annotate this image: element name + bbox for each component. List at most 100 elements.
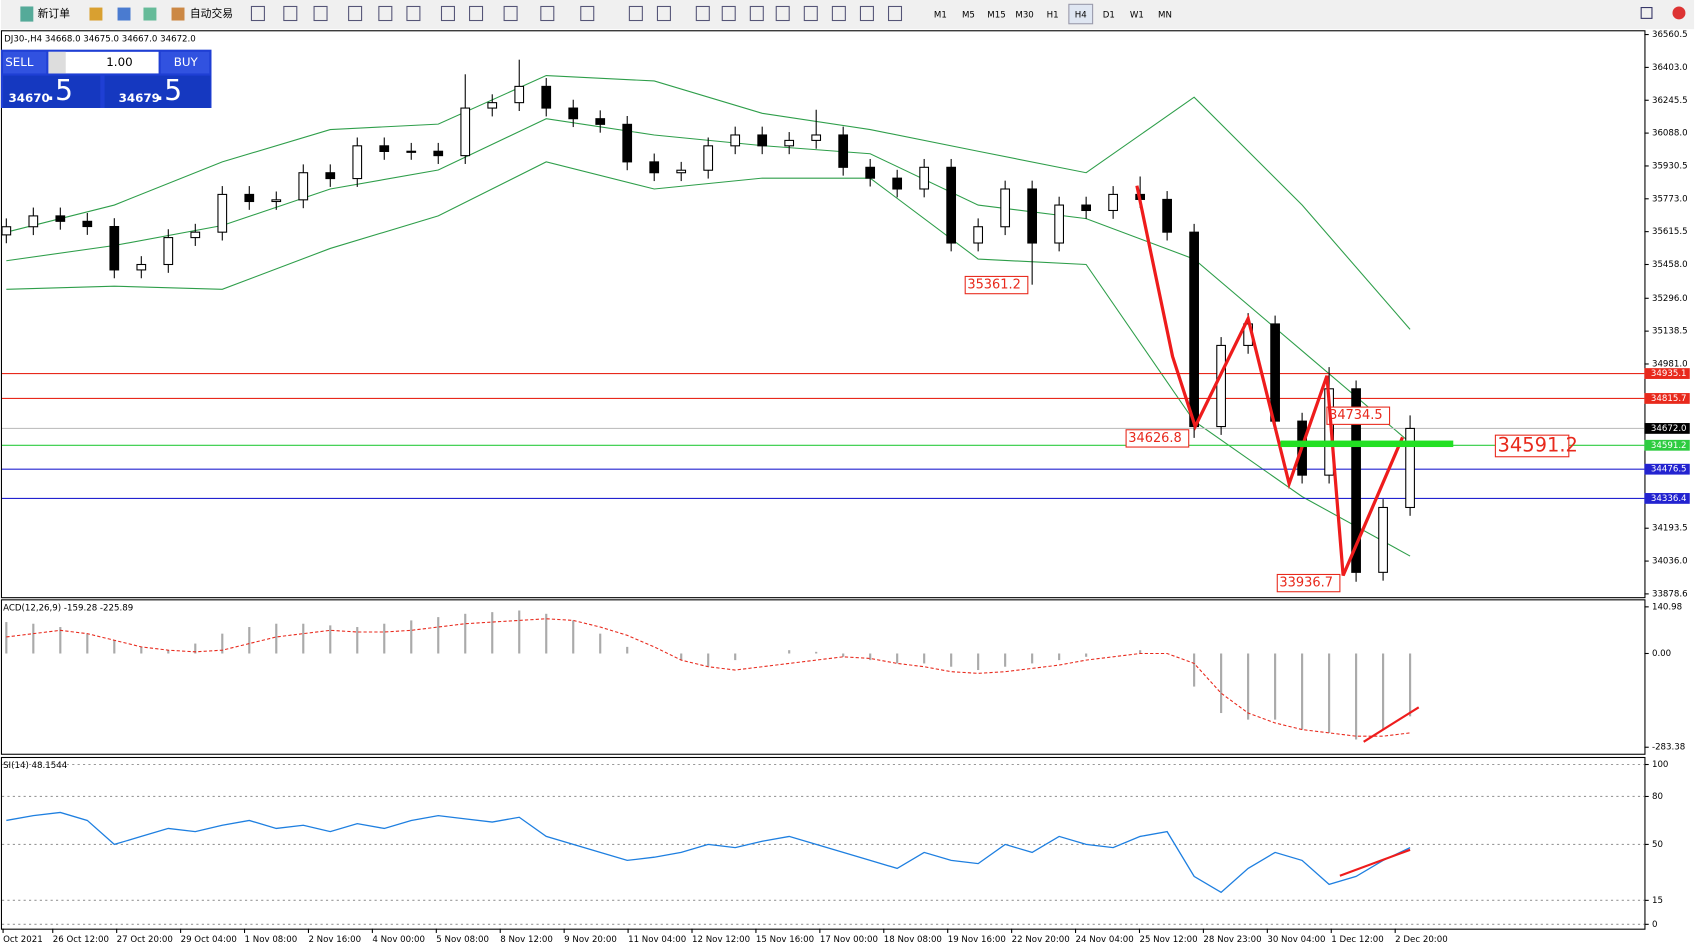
trade-panel: SELL 1.00 BUY 34670 .5 34679 .5 — [0, 49, 212, 108]
candle-body — [1351, 388, 1361, 573]
tool-button[interactable] — [580, 5, 595, 22]
lots-down[interactable] — [48, 51, 66, 74]
new-order-button[interactable]: 新订单 — [38, 7, 71, 20]
sell-label[interactable]: SELL — [5, 55, 34, 69]
buy-pip[interactable]: .5 — [155, 74, 182, 107]
candle-body — [1270, 323, 1280, 422]
tool-button[interactable] — [313, 5, 328, 22]
timeframe-button[interactable]: D1 — [1103, 11, 1115, 21]
toolbar — [0, 0, 1695, 30]
sell-button[interactable] — [3, 51, 47, 74]
tool-button[interactable] — [749, 5, 764, 22]
sell-price-box[interactable] — [3, 75, 101, 108]
tool-button[interactable] — [378, 5, 393, 22]
timeframe-button[interactable]: H1 — [1047, 11, 1059, 21]
x-tick-label: 15 Nov 16:00 — [756, 935, 814, 945]
highlight-bar — [1280, 440, 1454, 448]
tool-button[interactable] — [628, 5, 643, 22]
tool-button[interactable] — [406, 5, 421, 22]
buy-button[interactable] — [160, 51, 210, 74]
tool-icon[interactable] — [89, 7, 103, 21]
candle-body — [622, 123, 633, 163]
candle-body — [379, 145, 390, 152]
x-tick-label: 30 Nov 04:00 — [1267, 935, 1325, 945]
x-tick-label: 11 Nov 04:00 — [628, 935, 686, 945]
timeframe-button[interactable]: M15 — [987, 11, 1005, 21]
candle-body — [1189, 231, 1199, 428]
candle-body — [352, 145, 363, 180]
y-tick-label: 35615.5 — [1652, 227, 1688, 237]
buy-label[interactable]: BUY — [174, 55, 199, 69]
candle-body — [190, 231, 201, 239]
lots-value[interactable]: 1.00 — [106, 55, 132, 69]
tool-button[interactable] — [887, 5, 903, 22]
new-order-icon[interactable] — [20, 6, 34, 22]
price-plot: 36560.5 36403.0 36245.5 36088.0 35930.5 35773… — [1, 30, 1690, 599]
search[interactable] — [1640, 7, 1653, 19]
tool-button[interactable] — [831, 5, 846, 22]
tool-button[interactable] — [348, 5, 363, 22]
candle-body — [217, 193, 228, 233]
candle-body — [163, 237, 174, 266]
x-tick-label: 28 Nov 23:00 — [1203, 935, 1261, 945]
y-tick-label: 35296.0 — [1652, 294, 1688, 304]
y-tick-label: 34193.5 — [1652, 524, 1688, 534]
buy-price[interactable]: 34679 — [119, 91, 160, 105]
candle-body — [325, 172, 336, 180]
band-lower — [6, 161, 1411, 557]
candle-body — [568, 107, 579, 120]
tool-button[interactable] — [721, 5, 736, 22]
tool-button[interactable] — [283, 5, 298, 22]
timeframe-button[interactable]: MN — [1158, 11, 1172, 21]
tool-icon[interactable] — [143, 7, 157, 21]
buy-price-box[interactable] — [104, 75, 211, 108]
timeframe-button[interactable]: M30 — [1015, 11, 1033, 21]
tool-button[interactable] — [775, 5, 790, 22]
tool-button[interactable] — [656, 5, 671, 22]
timeframe-button[interactable]: M1 — [934, 11, 947, 21]
candle-body — [271, 199, 282, 203]
tool-button[interactable] — [503, 5, 518, 22]
candle-body — [1, 226, 12, 236]
x-tick-label: 24 Nov 04:00 — [1076, 935, 1134, 945]
candle-body — [946, 166, 957, 244]
candle-body — [514, 85, 525, 104]
tool-button[interactable] — [803, 5, 818, 22]
candle-body — [703, 145, 714, 171]
sell-price[interactable]: 34670 — [8, 91, 49, 105]
level-label: 34591.2 — [1651, 441, 1687, 451]
panel-title: SI(14) 48.1544 — [3, 761, 67, 771]
x-tick-label: 27 Oct 20:00 — [117, 935, 173, 945]
lots-input[interactable] — [48, 51, 159, 74]
signal-line — [6, 618, 1411, 737]
auto-trade-button[interactable]: 自动交易 — [190, 7, 233, 20]
notification[interactable] — [1672, 6, 1686, 20]
x-tick-label: 5 Nov 08:00 — [436, 935, 489, 945]
timeframe-button[interactable]: W1 — [1130, 11, 1144, 21]
tool-button[interactable] — [250, 5, 265, 22]
timeframe-button[interactable]: M5 — [962, 11, 975, 21]
macd-panel — [0, 599, 1646, 755]
chart-title: DJ30-,H4 34668.0 34675.0 34667.0 34672.0 — [4, 34, 196, 44]
rsi-panel — [0, 756, 1646, 930]
candle-body — [136, 263, 147, 271]
x-tick-label: 2 Dec 20:00 — [1395, 935, 1448, 945]
tool-button[interactable] — [859, 5, 874, 22]
auto-trade-icon[interactable] — [171, 7, 185, 21]
y-tick-label: 34981.0 — [1652, 359, 1688, 369]
timeframe-button[interactable]: H4 — [1075, 11, 1087, 21]
tool-button[interactable] — [440, 5, 455, 22]
sell-pip[interactable]: .5 — [46, 74, 73, 107]
active-timeframe[interactable] — [1068, 3, 1094, 25]
tool-button[interactable] — [695, 5, 710, 22]
x-tick-label: 9 Nov 20:00 — [564, 935, 617, 945]
level-label: 34815.7 — [1651, 394, 1687, 404]
tool-icon[interactable] — [117, 7, 131, 21]
x-tick-label: 17 Nov 00:00 — [820, 935, 878, 945]
tool-button[interactable] — [469, 5, 484, 22]
tool-button[interactable] — [540, 5, 555, 22]
drawn-arrows — [1135, 185, 1420, 877]
y-tick-label: 35773.0 — [1652, 194, 1688, 204]
time-axis: Oct 2021 26 Oct 12:00 27 Oct 20:00 29 Oct 0… — [2, 928, 1448, 945]
